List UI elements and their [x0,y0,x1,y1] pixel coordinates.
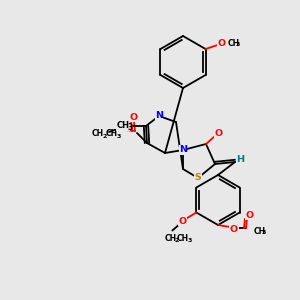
Text: N: N [179,146,187,154]
Text: N: N [155,112,163,121]
Text: S: S [195,173,201,182]
Text: CH: CH [92,130,104,139]
Text: 3: 3 [128,124,133,133]
Text: 3: 3 [187,238,191,243]
Text: O: O [215,128,223,137]
Text: H: H [236,155,244,164]
Text: 3: 3 [262,230,266,236]
Text: CH: CH [227,38,240,47]
Text: N: N [155,112,163,121]
Text: O: O [218,38,226,47]
Text: O: O [178,217,186,226]
Text: 2: 2 [103,134,107,139]
Text: O: O [230,224,238,233]
Text: CH: CH [106,130,118,139]
Text: H: H [236,155,244,164]
Text: 3: 3 [117,134,121,139]
Text: CH: CH [116,122,130,130]
Text: 3: 3 [236,43,240,47]
Text: CH: CH [164,234,176,243]
Text: CH: CH [254,226,266,236]
Text: O: O [116,124,124,133]
Text: O: O [130,112,138,122]
Text: O: O [246,211,254,220]
Text: N: N [179,146,187,154]
Text: S: S [195,173,201,182]
Text: CH: CH [176,234,188,243]
Text: O: O [215,128,223,137]
Text: 2: 2 [174,238,178,243]
